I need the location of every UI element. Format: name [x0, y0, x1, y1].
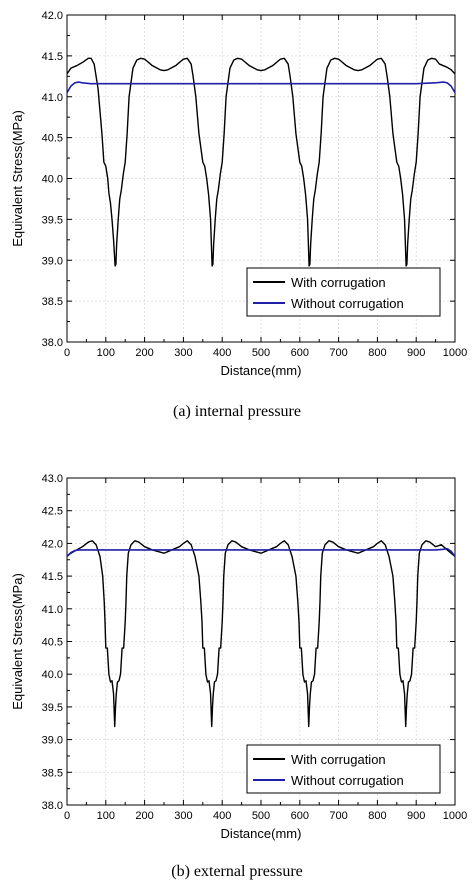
y-tick-label: 40.0: [42, 174, 63, 186]
legend-box: [246, 744, 441, 794]
y-axis-title: Equivalent Stress(MPa): [10, 573, 25, 710]
x-tick-label: 500: [252, 347, 270, 359]
x-tick-label: 100: [97, 810, 115, 822]
x-axis-title: Distance(mm): [221, 826, 302, 841]
x-tick-label: 900: [407, 347, 425, 359]
x-tick-label: 300: [174, 810, 192, 822]
legend: With corrugation Without corrugation: [246, 744, 441, 794]
x-tick-label: 800: [368, 810, 386, 822]
y-tick-label: 42.5: [42, 506, 63, 518]
y-tick-label: 38.5: [42, 296, 63, 308]
x-tick-label: 1000: [443, 810, 467, 822]
y-axis-title: Equivalent Stress(MPa): [10, 110, 25, 247]
x-tick-label: 500: [252, 810, 270, 822]
x-tick-label: 600: [291, 347, 309, 359]
y-tick-label: 38.5: [42, 767, 63, 779]
x-tick-label: 700: [329, 810, 347, 822]
x-tick-label: 0: [64, 347, 70, 359]
y-tick-label: 40.0: [42, 669, 63, 681]
y-tick-label: 43.0: [42, 473, 63, 485]
y-tick-label: 40.5: [42, 133, 63, 145]
x-tick-label: 200: [135, 810, 153, 822]
y-tick-label: 42.0: [42, 10, 63, 22]
x-tick-label: 600: [291, 810, 309, 822]
figure-caption: (a) internal pressure: [173, 403, 301, 420]
y-tick-label: 39.5: [42, 702, 63, 714]
x-tick-label: 0: [64, 810, 70, 822]
x-tick-label: 900: [407, 810, 425, 822]
series-line-with-corrugation: [66, 57, 456, 267]
x-axis-title: Distance(mm): [221, 363, 302, 378]
legend-box: [246, 267, 441, 317]
x-tick-label: 400: [213, 347, 231, 359]
x-tick-label: 700: [329, 347, 347, 359]
x-tick-label: 400: [213, 810, 231, 822]
x-tick-label: 300: [174, 347, 192, 359]
y-tick-label: 41.0: [42, 604, 63, 616]
legend-entry: With corrugation: [291, 752, 386, 767]
y-tick-label: 39.0: [42, 255, 63, 267]
y-tick-label: 40.5: [42, 637, 63, 649]
y-tick-label: 38.0: [42, 337, 63, 349]
y-tick-label: 41.5: [42, 51, 63, 63]
chart-internal-pressure: 0 100 200 300 400 500 600 700 800 900 1000 38.0 38.5…: [10, 10, 467, 420]
y-tick-label: 39.0: [42, 735, 63, 747]
legend: With corrugation Without corrugation: [246, 267, 441, 317]
y-tick-label: 42.0: [42, 538, 63, 550]
x-tick-label: 100: [97, 347, 115, 359]
series-line-without-corrugation: [66, 81, 456, 94]
legend-entry: With corrugation: [291, 275, 386, 290]
legend-entry: Without corrugation: [291, 773, 404, 788]
y-tick-label: 39.5: [42, 214, 63, 226]
x-tick-label: 800: [368, 347, 386, 359]
legend-entry: Without corrugation: [291, 296, 404, 311]
y-tick-label: 38.0: [42, 800, 63, 812]
x-tick-label: 200: [135, 347, 153, 359]
chart-external-pressure: 0 100 200 300 400 500 600 700 800 900 1000 38.0 38.5…: [10, 473, 467, 880]
y-tick-label: 41.0: [42, 92, 63, 104]
y-tick-label: 41.5: [42, 571, 63, 583]
series-line-without-corrugation: [66, 547, 456, 558]
figure-caption: (b) external pressure: [171, 863, 303, 880]
x-tick-label: 1000: [443, 347, 467, 359]
